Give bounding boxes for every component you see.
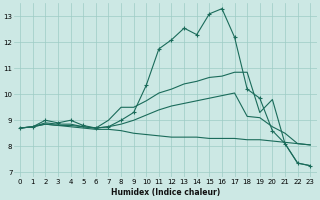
X-axis label: Humidex (Indice chaleur): Humidex (Indice chaleur) xyxy=(111,188,220,197)
